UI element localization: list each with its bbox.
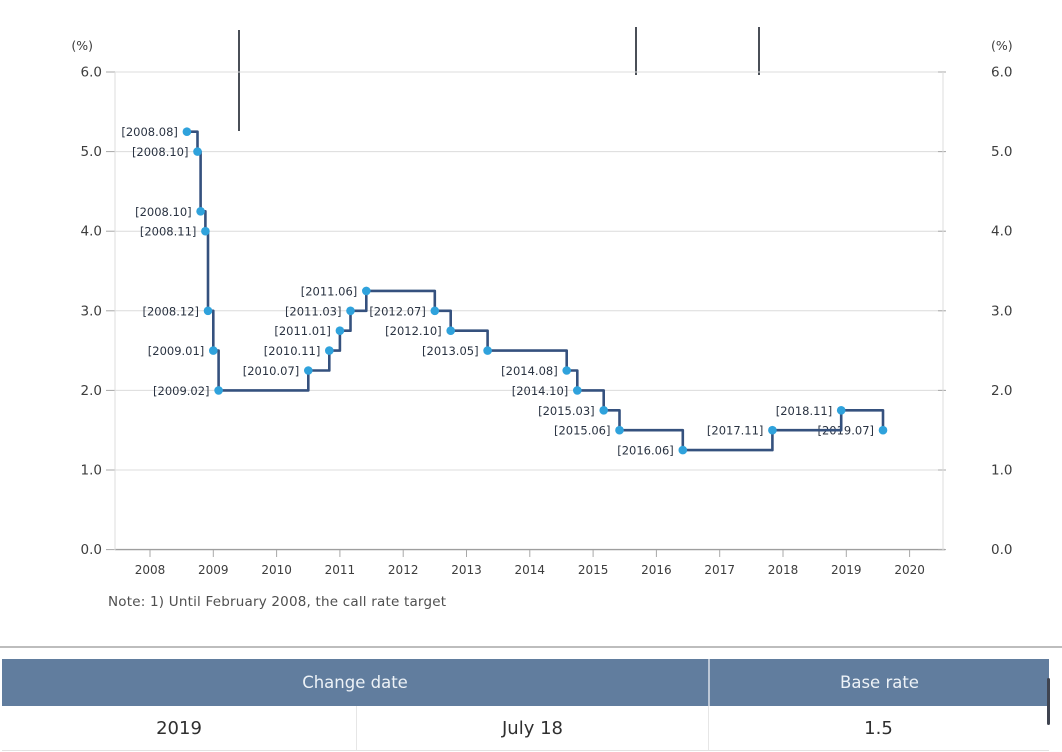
x-axis-label: 2016 [641,563,672,577]
data-point-marker [615,425,624,435]
table-row: 2019 July 18 1.5 [2,706,1049,751]
data-point-marker [346,306,355,316]
data-point-label: [2017.11] [707,424,764,438]
cell-change-date: July 18 [357,706,709,750]
x-axis-label: 2009 [198,563,229,577]
data-point-marker [203,306,213,316]
data-point-label: [2014.08] [501,364,558,378]
header-cell-base-rate: Base rate [840,673,919,692]
data-point-label: [2019.07] [817,424,874,438]
data-point-marker [214,386,223,395]
data-point-marker [201,226,210,236]
x-axis-label: 2017 [704,563,735,577]
data-point-label: [2008.12] [143,304,200,318]
table-top-divider [0,646,1062,648]
y-axis-label-left: 0.0 [81,542,102,558]
y-axis-label-left: 3.0 [81,303,102,319]
cell-change-year: 2019 [2,706,357,750]
step-line [185,130,885,452]
x-axis-label: 2018 [768,563,799,577]
y-axis-label-left: 4.0 [81,224,102,240]
y-axis-label-right: 2.0 [991,383,1012,399]
data-point-label: [2012.07] [369,304,426,318]
x-axis-label: 2015 [578,563,609,577]
chart-note: Note: 1) Until February 2008, the call r… [108,594,447,610]
y-axis-label-right: 1.0 [991,463,1012,479]
y-axis-label-right: 6.0 [991,65,1012,81]
data-point-label: [2010.07] [243,364,300,378]
base-rate-chart-svg: 0.0 0.0 1.0 1.0 2.0 2.0 3.0 3.0 4.0 4.0 5.0 5.0 6.0 6… [71,27,1013,577]
scrollbar-thumb[interactable] [1047,678,1050,725]
data-point-label: [2008.08] [121,125,178,139]
base-rate-chart: 0.0 0.0 1.0 1.0 2.0 2.0 3.0 3.0 4.0 4.0 5.0 5.0 6.0 6… [71,27,1013,577]
data-point-label: [2014.10] [512,384,569,398]
y-axis-label-left: 6.0 [81,65,102,81]
y-axis-label-right: 5.0 [991,144,1012,160]
data-point-marker [562,366,571,375]
y-axis-label-left: 2.0 [81,383,102,399]
data-point-marker [768,425,777,435]
y-axis-label-right: 4.0 [991,224,1012,240]
data-point-marker [836,406,846,415]
data-point-marker [325,346,334,355]
percent-unit-label-right: (%) [991,38,1013,53]
x-axis-label: 2011 [325,563,356,577]
data-point-label: [2008.10] [132,145,189,159]
data-point-label: [2009.02] [153,384,210,398]
x-axis-label: 2012 [388,563,419,577]
data-point-marker [430,306,440,316]
data-point-marker [362,286,371,296]
data-point-label: [2008.11] [140,225,197,239]
data-point-marker [196,207,205,216]
data-point-marker [209,346,218,355]
y-axis-label-left: 5.0 [81,144,102,160]
cell-base-rate: 1.5 [864,717,893,739]
data-point-marker [304,366,313,375]
data-point-label: [2015.03] [538,404,595,418]
data-point-label: [2013.05] [422,344,479,358]
data-point-marker [678,445,688,455]
data-point-label: [2011.03] [285,304,342,318]
data-point-label: [2011.06] [301,284,358,298]
data-point-label: [2012.10] [385,324,442,338]
data-point-label: [2015.06] [554,424,611,438]
percent-unit-label-left: (%) [71,38,93,53]
data-point-marker [446,326,456,336]
data-point-marker [182,127,192,136]
data-point-marker [573,386,582,395]
table-header-row: Change date Base rate [2,659,1049,706]
data-point-marker [878,425,888,435]
data-point-marker [599,406,608,415]
data-point-label: [2011.01] [274,324,331,338]
x-axis-label: 2019 [831,563,862,577]
x-axis-label: 2008 [135,563,166,577]
header-cell-change-date: Change date [2,659,710,706]
data-point-marker [193,147,202,156]
x-axis-label: 2010 [261,563,292,577]
x-axis-label: 2020 [894,563,925,577]
x-axis-label: 2013 [451,563,482,577]
data-point-label: [2018.11] [776,404,833,418]
y-axis-label-right: 3.0 [991,303,1012,319]
rate-table: Change date Base rate 2019 July 18 1.5 [2,659,1049,751]
data-point-label: [2010.11] [264,344,321,358]
data-point-label: [2009.01] [148,344,205,358]
y-axis-label-right: 0.0 [991,542,1012,558]
data-point-marker [335,326,345,336]
x-axis-label: 2014 [515,563,546,577]
y-axis-label-left: 1.0 [81,463,102,479]
data-point-marker [483,346,492,355]
data-point-label: [2016.06] [617,444,674,458]
data-point-label: [2008.10] [135,205,192,219]
